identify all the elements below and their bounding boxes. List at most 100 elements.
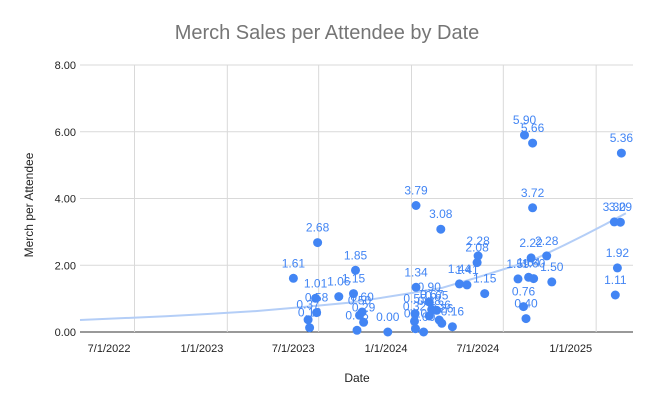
data-point [462,280,472,290]
x-axis-label: Date [344,371,370,385]
data-point [615,217,625,227]
data-label: 1.41 [455,263,479,277]
data-label: 0.76 [512,285,536,299]
data-point [521,314,531,324]
data-point [520,130,529,140]
x-tick-label: 7/1/2022 [88,343,131,355]
x-tick-label: 1/1/2023 [181,343,224,355]
data-label: 0.40 [514,297,538,311]
data-label: 0.90 [418,280,442,294]
data-label: 1.11 [604,273,627,287]
x-tick-label: 7/1/2024 [456,343,499,355]
data-label: 1.59 [506,257,530,271]
data-point [410,316,419,326]
data-point [424,297,434,307]
data-label: 2.68 [306,221,330,235]
data-label: 1.06 [327,275,351,289]
data-point [528,203,538,213]
data-label: 0.37 [296,298,320,312]
data-label: 0.58 [305,291,329,305]
data-label: 2.28 [535,234,559,248]
data-point [612,263,622,273]
data-label: 0.50 [348,293,372,307]
tick-labels-layer: 0.00 2.00 4.00 6.00 8.00 7/1/2022 1/1/2023 7/1/… [55,60,593,355]
data-point [411,201,421,210]
y-axis-label: Merch per Attendee [22,152,36,257]
data-point [529,274,539,284]
grid [80,64,633,333]
data-point [472,258,482,268]
data-label: 0.48 [418,294,442,308]
data-point [411,282,421,292]
data-point [313,238,323,248]
y-tick-label: 8.00 [55,60,76,72]
data-point [411,324,420,334]
y-tick-label: 2.00 [55,260,76,272]
data-label: 1.85 [344,248,368,262]
data-label: 1.01 [304,276,328,290]
chart-title: Merch Sales per Attendee by Date [175,22,480,44]
data-label: 0.36 [428,298,452,312]
data-point [424,311,434,321]
data-point [513,274,523,284]
data-label: 0.55 [403,292,427,306]
data-point [352,325,362,335]
data-point [288,273,298,283]
data-label: 1.64 [517,255,541,269]
data-labels-layer: 1.610.370.131.010.582.681.061.151.850.05… [282,113,634,324]
data-label: 3.72 [521,186,545,200]
data-label: 0.13 [298,306,322,320]
data-label: 5.90 [513,113,537,127]
data-point [547,277,557,287]
points-layer [288,130,626,337]
data-point [616,148,626,158]
data-point [359,317,369,327]
y-tick-label: 4.00 [55,194,76,206]
data-point [383,327,393,337]
data-label: 3.29 [609,200,633,214]
data-label: 1.15 [473,272,497,286]
data-point [432,305,442,315]
data-label: 0.65 [425,288,449,302]
data-label: 1.34 [404,265,428,279]
data-point [305,323,315,333]
data-point [454,279,464,289]
data-point [303,315,313,325]
y-tick-label: 6.00 [55,127,76,139]
data-label: 0.10 [404,307,428,321]
x-tick-label: 7/1/2023 [272,343,315,355]
data-point [436,224,446,234]
data-label: 1.92 [606,246,630,260]
x-tick-label: 1/1/2025 [549,343,592,355]
data-point [349,289,358,299]
y-tick-label: 0.00 [55,327,76,339]
data-label: 2.08 [465,241,489,255]
data-label: 5.36 [610,131,634,145]
data-label: 3.30 [603,200,627,214]
data-point [610,290,620,300]
data-label: 0.00 [412,310,436,324]
data-label: 2.28 [466,234,490,248]
data-label: 0.67 [420,288,444,302]
data-label: 0.32 [403,299,427,313]
data-label: 2.22 [519,236,543,250]
data-point [312,308,322,318]
data-point [447,322,457,332]
data-point [519,302,528,312]
data-point [419,327,429,337]
data-point [334,292,344,302]
data-label: 0.00 [376,310,400,324]
data-label: 3.79 [404,184,428,198]
data-label: 1.60 [522,257,546,271]
data-label: 0.05 [345,308,369,322]
data-label: 1.50 [540,260,564,274]
data-point [480,289,490,299]
x-tick-label: 1/1/2024 [365,343,408,355]
data-label: 0.60 [350,290,374,304]
data-point [410,309,420,319]
data-point [473,251,483,261]
data-label: 0.29 [352,300,376,314]
